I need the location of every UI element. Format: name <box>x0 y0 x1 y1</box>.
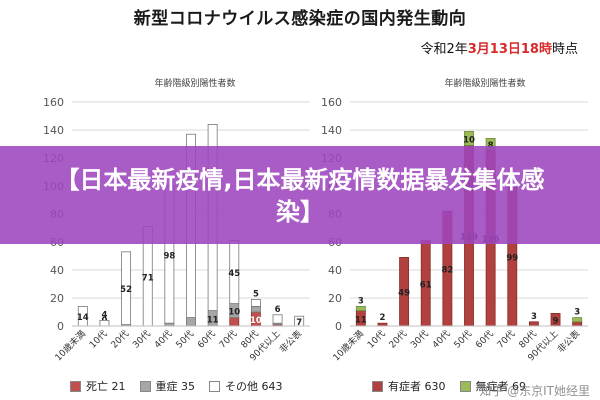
chart1-bar-無症者-0 <box>355 305 366 311</box>
chart0-xtick-7: 70代 <box>217 328 239 350</box>
left-chart-title: 年齢階級別陽性者数 <box>154 79 236 89</box>
chart0-ytick-0: 0 <box>57 320 64 333</box>
date-highlight: 3月13日18時 <box>467 42 552 57</box>
chart1-ytick-8: 160 <box>321 96 342 109</box>
legend-swatch-symptom <box>372 380 383 392</box>
legend-item-death: 死亡 21 <box>70 378 126 394</box>
chart0-label-その他-9: 6 <box>275 305 281 315</box>
legend-total-symptom: 630 <box>424 379 446 393</box>
chart0-label-その他-8: 5 <box>253 289 259 299</box>
chart1-ytick-7: 140 <box>321 124 342 137</box>
chart1-bar-有症者-8 <box>528 321 539 327</box>
legend-swatch-death <box>70 380 81 392</box>
legend-swatch-nosymptom <box>459 380 471 392</box>
chart1-xtick-3: 30代 <box>409 328 431 350</box>
chart1-label-有症者-1: 2 <box>379 313 385 323</box>
chart0-bar-重症-5 <box>186 317 196 327</box>
chart1-label-有症者-7: 99 <box>506 254 518 264</box>
chart1-xtick-1: 10代 <box>365 328 387 350</box>
legend-total-nosymptom: 69 <box>512 379 526 393</box>
chart1-bar-無症者-5 <box>464 130 474 146</box>
chart1-label-有症者-3: 61 <box>420 280 432 290</box>
chart0-label-その他-3: 71 <box>142 273 154 283</box>
chart0-xtick-6: 60代 <box>196 328 218 350</box>
overlay-banner: 【日本最新疫情,日本最新疫情数据暴发集体感染】 <box>0 146 600 244</box>
chart1-ytick-2: 40 <box>328 264 342 277</box>
chart0-bar-その他-2 <box>121 251 132 326</box>
chart0-ytick-1: 20 <box>50 292 64 305</box>
date-suffix: 時点 <box>551 42 578 57</box>
chart1-label-有症者-8: 3 <box>531 312 537 322</box>
chart0-ytick-7: 140 <box>43 124 64 137</box>
chart1-xtick-2: 20代 <box>387 328 409 350</box>
legend-total-death: 21 <box>111 379 126 393</box>
chart1-xtick-10: 非公表 <box>555 328 583 356</box>
chart0-label-死亡-8: 10 <box>250 316 262 326</box>
legend-total-other: 643 <box>261 379 283 393</box>
chart0-bar-その他-8 <box>250 298 261 307</box>
legend-item-symptom: 有症者 630 <box>372 378 446 394</box>
chart1-xtick-6: 60代 <box>474 328 496 350</box>
chart0-label-その他-2: 52 <box>120 285 132 295</box>
legend-swatch-other <box>209 380 220 392</box>
chart1-label-有症者-0: 11 <box>355 315 367 325</box>
legend-item-nosymptom: 無症者 69 <box>459 378 526 394</box>
legend-label-symptom: 有症者 <box>388 380 421 393</box>
chart1-bar-無症者-10 <box>572 317 583 323</box>
chart1-label-無症者-0: 3 <box>358 296 364 306</box>
chart0-xtick-5: 50代 <box>174 328 196 350</box>
chart0-label-重症-7: 10 <box>228 308 240 318</box>
legend-label-other: その他 <box>225 380 258 393</box>
chart1-label-有症者-9: 9 <box>553 317 559 327</box>
chart0-xtick-4: 40代 <box>152 328 174 350</box>
legend-item-other: その他 643 <box>209 378 283 394</box>
chart0-xtick-10: 非公表 <box>277 328 305 356</box>
report-date: 令和2年3月13日18時時点 <box>420 38 578 57</box>
chart0-bar-死亡-7 <box>229 317 240 327</box>
right-chart-title: 年齢階級別陽性者数 <box>444 79 526 89</box>
chart0-label-その他-4: 98 <box>163 252 175 262</box>
chart1-label-有症者-2: 49 <box>398 289 410 299</box>
left-legend: 死亡 21 重症 35 その他 643 <box>70 378 297 394</box>
chart0-label-重症-6: 11 <box>207 315 219 325</box>
chart0-label-その他-0: 14 <box>77 313 89 323</box>
chart0-label-その他-7: 45 <box>228 269 240 279</box>
chart1-xtick-5: 50代 <box>452 328 474 350</box>
chart1-xtick-4: 40代 <box>430 328 452 350</box>
legend-label-nosymptom: 無症者 <box>475 380 509 393</box>
legend-label-severe: 重症 <box>155 380 178 393</box>
chart0-bar-その他-9 <box>272 314 283 324</box>
date-prefix: 令和2年 <box>420 42 468 57</box>
legend-item-severe: 重症 35 <box>139 378 195 394</box>
chart0-xtick-1: 10代 <box>87 328 109 350</box>
chart0-label-その他-1: 4 <box>101 310 107 320</box>
right-legend: 有症者 630 無症者 69 <box>372 378 540 394</box>
chart0-label-その他-10: 7 <box>296 318 302 328</box>
chart0-bar-重症-8 <box>250 305 261 313</box>
chart1-bar-有症者-10 <box>572 321 583 327</box>
chart1-label-無症者-5: 10 <box>463 135 475 145</box>
legend-swatch-severe <box>139 380 151 392</box>
banner-text: 【日本最新疫情,日本最新疫情数据暴发集体感染】 <box>55 166 545 226</box>
chart0-ytick-8: 160 <box>43 96 64 109</box>
watermark: 知乎 @东京IT她经里 <box>479 384 590 398</box>
chart0-xtick-2: 20代 <box>109 328 131 350</box>
legend-total-severe: 35 <box>181 379 195 393</box>
chart0-bar-その他-1 <box>99 319 110 327</box>
page-title: 新型コロナウイルス感染症の国内発生動向 <box>133 9 467 29</box>
chart1-xtick-7: 70代 <box>495 328 517 350</box>
legend-label-death: 死亡 <box>86 380 108 393</box>
chart1-label-有症者-4: 82 <box>441 266 453 276</box>
chart0-xtick-3: 30代 <box>131 328 153 350</box>
chart1-label-無症者-10: 3 <box>574 308 580 318</box>
chart0-ytick-2: 40 <box>50 264 64 277</box>
chart1-ytick-0: 0 <box>335 320 342 333</box>
chart1-ytick-1: 20 <box>328 292 342 305</box>
